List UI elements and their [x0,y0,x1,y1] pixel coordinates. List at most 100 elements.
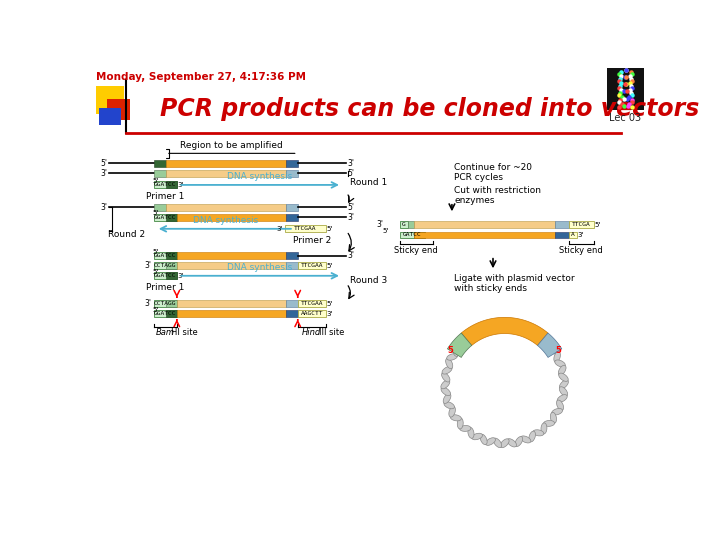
Bar [286,262,297,269]
Ellipse shape [450,415,462,421]
Text: 3': 3' [347,213,354,222]
Ellipse shape [465,333,477,339]
Bar [153,214,177,221]
Ellipse shape [468,427,474,438]
Text: HI site: HI site [171,328,198,337]
Polygon shape [538,333,562,357]
Bar [153,204,166,211]
Bar [153,181,177,188]
Text: 5': 5' [383,228,390,234]
Text: TTCGAA: TTCGAA [300,301,323,306]
Text: 5': 5' [595,222,600,228]
Ellipse shape [487,322,495,332]
Bar [569,232,577,239]
Text: 3': 3' [326,310,333,316]
Ellipse shape [515,436,523,447]
Bar [166,204,286,211]
Bar [569,221,594,228]
Text: 5': 5' [153,178,159,184]
Text: 5': 5' [326,226,333,232]
Bar [166,310,177,317]
Text: Region to be amplified: Region to be amplified [181,140,283,150]
Ellipse shape [559,373,568,381]
Ellipse shape [480,434,487,444]
Bar [166,300,177,307]
Text: G: G [402,222,406,227]
Ellipse shape [441,380,450,389]
Text: GGATCC: GGATCC [154,183,176,187]
Text: GGATCC: GGATCC [154,253,176,258]
Ellipse shape [459,426,471,431]
Text: Hind: Hind [302,328,321,337]
Text: DNA synthesis: DNA synthesis [193,216,258,225]
Text: 5': 5' [153,307,159,313]
Text: A: A [571,232,575,238]
Text: 5: 5 [556,346,562,355]
Text: 5': 5' [347,202,354,212]
Ellipse shape [462,335,468,346]
Ellipse shape [535,330,541,341]
Ellipse shape [454,342,466,348]
Bar [555,221,569,228]
Ellipse shape [441,373,450,382]
Ellipse shape [457,418,463,429]
Ellipse shape [550,413,557,423]
Text: CCTAGG: CCTAGG [154,301,176,306]
Bar [414,232,425,239]
Text: AAGCTT: AAGCTT [300,311,323,316]
Text: Ligate with plasmid vector: Ligate with plasmid vector [454,274,575,284]
Bar [177,300,286,307]
Text: TTCGA: TTCGA [572,222,590,227]
Bar [153,252,177,259]
Bar [166,262,177,269]
Ellipse shape [485,438,495,446]
Text: PCR products can be cloned into vectors: PCR products can be cloned into vectors [160,97,699,122]
Ellipse shape [554,352,560,362]
Text: TTCGAA: TTCGAA [300,264,323,268]
Text: 3': 3' [347,251,354,260]
Ellipse shape [529,431,536,442]
Text: PCR cycles: PCR cycles [454,173,503,183]
Text: enzymes: enzymes [454,197,495,206]
Text: Round 2: Round 2 [108,230,145,239]
Bar [177,310,286,317]
Bar [96,86,124,114]
Bar [166,272,177,279]
Text: TTCGAA: TTCGAA [294,226,316,231]
Ellipse shape [444,402,454,409]
Text: 5': 5' [153,269,159,275]
Text: 3': 3' [276,226,283,232]
Ellipse shape [493,438,502,448]
Ellipse shape [446,358,453,369]
Text: 3': 3' [178,182,184,188]
Text: 5': 5' [326,300,333,307]
Ellipse shape [474,327,480,338]
Text: 3': 3' [100,202,107,212]
Text: Bam: Bam [156,328,175,337]
Bar [166,170,286,177]
Bar [400,232,425,239]
Bar [414,232,555,239]
Text: 5': 5' [326,263,333,269]
Text: 3': 3' [577,232,584,238]
Bar [166,181,177,188]
Ellipse shape [514,323,524,331]
Bar [177,262,286,269]
Bar [284,225,325,232]
Text: Sticky end: Sticky end [559,246,603,255]
Text: 5': 5' [153,249,159,255]
Ellipse shape [557,395,567,402]
Text: Round 3: Round 3 [350,276,387,285]
Bar [555,232,569,239]
Ellipse shape [544,421,554,427]
Text: 5: 5 [448,346,454,355]
Bar [107,99,130,120]
Bar [166,160,286,167]
Ellipse shape [559,387,567,396]
Text: Primer 1: Primer 1 [146,283,184,292]
Text: Monday, September 27, 4:17:36 PM: Monday, September 27, 4:17:36 PM [96,72,306,83]
Text: CCTAGG: CCTAGG [154,264,176,268]
Ellipse shape [508,321,516,330]
Text: DNA synthesis: DNA synthesis [228,263,293,272]
Ellipse shape [441,387,451,396]
